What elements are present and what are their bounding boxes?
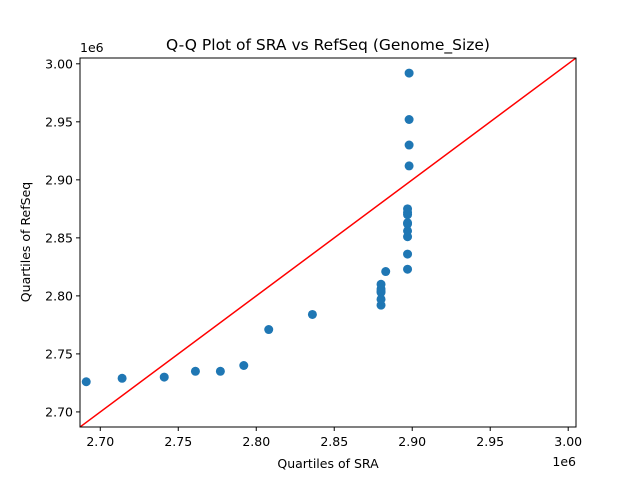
data-point xyxy=(403,264,413,274)
x-axis-label: Quartiles of SRA xyxy=(277,456,379,471)
data-point xyxy=(403,226,413,236)
y-tick-label: 2.80 xyxy=(45,288,73,303)
y-tick-label: 2.85 xyxy=(45,230,73,245)
data-point xyxy=(159,372,169,382)
reference-line xyxy=(80,58,576,427)
y-axis-offset-label: 1e6 xyxy=(80,40,104,55)
data-point xyxy=(190,366,200,376)
data-point xyxy=(403,249,413,259)
x-tick-label: 2.90 xyxy=(398,434,426,449)
data-point xyxy=(376,294,386,304)
x-axis-offset-label: 1e6 xyxy=(552,454,576,469)
data-point xyxy=(264,325,274,335)
data-point xyxy=(117,373,127,383)
data-point xyxy=(376,286,386,296)
x-tick-label: 2.85 xyxy=(320,434,348,449)
data-point xyxy=(404,161,414,171)
data-point xyxy=(381,267,391,277)
x-tick-label: 3.00 xyxy=(554,434,582,449)
plot-area-frame xyxy=(79,57,577,428)
data-point xyxy=(403,218,413,228)
data-point xyxy=(404,140,414,150)
y-axis-label: Quartiles of RefSeq xyxy=(18,182,33,302)
data-point xyxy=(404,68,414,78)
data-point xyxy=(376,279,386,289)
data-point xyxy=(81,377,91,387)
x-tick-label: 2.75 xyxy=(164,434,192,449)
data-point xyxy=(239,361,249,370)
chart-title: Q-Q Plot of SRA vs RefSeq (Genome_Size) xyxy=(166,36,490,55)
x-tick-label: 2.70 xyxy=(86,434,114,449)
y-tick-label: 2.95 xyxy=(45,114,73,129)
data-point xyxy=(403,207,413,217)
y-tick-label: 2.70 xyxy=(45,404,73,419)
y-tick-label: 3.00 xyxy=(45,56,73,71)
data-point xyxy=(307,309,317,319)
y-tick-label: 2.75 xyxy=(45,346,73,361)
x-tick-label: 2.95 xyxy=(476,434,504,449)
y-tick-label: 2.90 xyxy=(45,172,73,187)
data-point xyxy=(404,115,414,124)
data-point xyxy=(215,366,225,376)
x-tick-label: 2.80 xyxy=(242,434,270,449)
